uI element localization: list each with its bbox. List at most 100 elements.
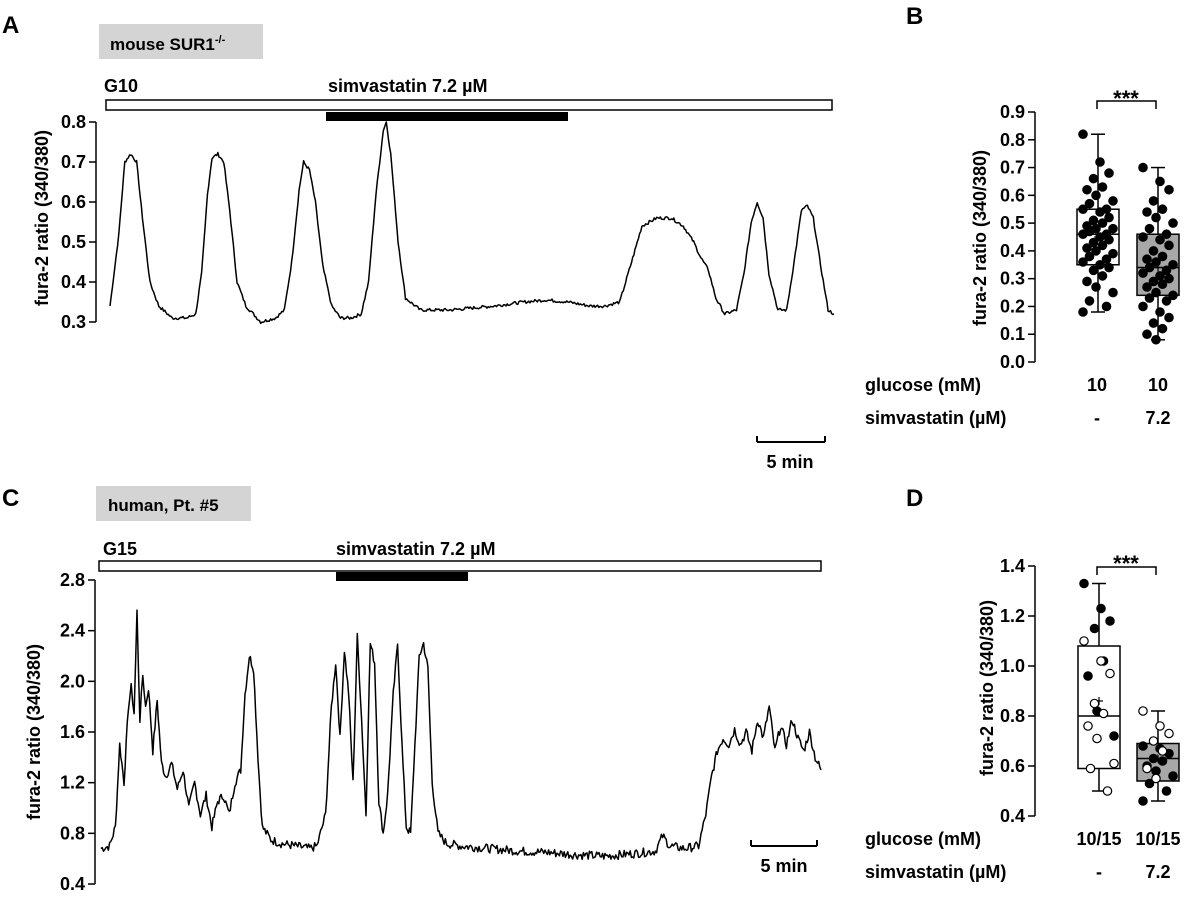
data-point xyxy=(1148,196,1159,206)
data-point xyxy=(1157,204,1168,215)
data-point xyxy=(1148,276,1159,287)
panel-a-ylabel: fura-2 ratio (340/380) xyxy=(32,130,52,306)
data-point xyxy=(1082,276,1092,287)
data-point xyxy=(1144,262,1155,273)
panel-c-ylabel: fura-2 ratio (340/380) xyxy=(24,644,44,820)
panel-c-trace xyxy=(100,609,822,861)
panel-a-drug-label: simvastatin 7.2 µM xyxy=(328,76,487,96)
y-tick-label: 0.7 xyxy=(1000,158,1025,178)
data-point xyxy=(1088,265,1099,276)
data-point xyxy=(1138,741,1148,751)
data-point xyxy=(1095,207,1105,217)
y-tick-label: 0.6 xyxy=(1000,185,1025,205)
data-point xyxy=(1138,301,1148,312)
y-tick-label: 0.8 xyxy=(1000,706,1025,726)
panel-b: B 0.0 0.1 0.2 0.3 0.4 0.5 0.6 0.7 0.8 0.9 fura-2 … xyxy=(865,3,1180,428)
data-point-open xyxy=(1151,773,1161,784)
panel-c-y-ticks: 0.4 0.8 1.2 1.6 2.0 2.4 2.8 xyxy=(60,570,95,894)
y-tick-label: 0.3 xyxy=(1000,269,1025,289)
data-point xyxy=(1082,243,1092,253)
data-point xyxy=(1108,223,1118,234)
data-point xyxy=(1084,296,1095,306)
data-point xyxy=(1109,731,1119,741)
data-point xyxy=(1148,246,1159,256)
panel-b-row1-label: glucose (mM) xyxy=(865,375,981,395)
y-tick-label: 1.0 xyxy=(1000,656,1025,676)
data-point xyxy=(1157,756,1168,766)
data-point xyxy=(1155,307,1165,317)
data-point xyxy=(1148,318,1159,328)
data-point-open xyxy=(1083,721,1093,731)
data-point xyxy=(1142,329,1152,340)
data-point xyxy=(1138,232,1148,242)
data-point xyxy=(1161,229,1172,240)
data-point xyxy=(1164,240,1174,251)
panel-d: D 0.4 0.6 0.8 1.0 1.2 1.4 fura-2 ratio (340/3… xyxy=(865,485,1181,882)
data-point xyxy=(1164,184,1174,195)
data-point xyxy=(1151,334,1161,345)
panel-b-group2-glucose: 10 xyxy=(1148,375,1168,395)
panel-c-badge: human, Pt. #5 xyxy=(108,496,219,515)
data-point xyxy=(1097,271,1108,281)
data-point xyxy=(1138,162,1148,173)
data-point xyxy=(1104,168,1114,178)
data-point xyxy=(1104,234,1114,245)
data-point xyxy=(1157,323,1168,334)
y-tick-label: 0.4 xyxy=(1000,806,1025,826)
y-tick-label: 0.6 xyxy=(61,192,86,212)
panel-d-group2-simvastatin: 7.2 xyxy=(1145,862,1170,882)
panel-b-boxes xyxy=(1076,129,1180,345)
panel-d-significance-bracket xyxy=(1096,566,1157,575)
data-point xyxy=(1142,254,1152,265)
y-tick-label: 0.3 xyxy=(61,312,86,332)
data-point xyxy=(1095,232,1105,242)
data-point-open xyxy=(1157,746,1168,756)
panel-b-y-ticks: 0.0 0.1 0.2 0.3 0.4 0.5 0.6 0.7 0.8 0.9 xyxy=(1000,102,1035,372)
panel-a-baseline-bar xyxy=(105,99,833,111)
panel-a-y-ticks: 0.3 0.4 0.5 0.6 0.7 0.8 xyxy=(61,112,96,332)
data-point-open xyxy=(1148,736,1159,746)
data-point xyxy=(1084,251,1095,262)
data-point xyxy=(1089,623,1100,634)
data-point xyxy=(1078,129,1088,140)
y-tick-label: 0.5 xyxy=(61,232,86,252)
data-point xyxy=(1091,190,1101,201)
data-point xyxy=(1104,262,1114,273)
y-tick-label: 0.6 xyxy=(1000,756,1025,776)
data-point xyxy=(1082,184,1092,195)
data-point xyxy=(1168,771,1178,781)
panel-a: A mouse SUR1-/- G10 simvastatin 7.2 µM 0… xyxy=(2,12,835,472)
data-point xyxy=(1097,182,1108,192)
panel-d-ylabel: fura-2 ratio (340/380) xyxy=(977,600,997,776)
y-tick-label: 2.8 xyxy=(60,570,85,590)
data-point xyxy=(1144,293,1155,303)
data-point xyxy=(1101,301,1112,312)
panel-c-badge-bg xyxy=(96,486,251,521)
data-point xyxy=(1151,257,1161,267)
data-point xyxy=(1104,212,1114,223)
data-point-open xyxy=(1105,668,1115,679)
data-point xyxy=(1155,234,1165,245)
y-tick-label: 0.1 xyxy=(1000,324,1025,344)
data-point-open xyxy=(1138,706,1148,716)
data-point xyxy=(1088,215,1099,226)
panel-a-trace xyxy=(109,121,835,325)
panel-b-group2-simvastatin: 7.2 xyxy=(1145,408,1170,428)
y-tick-label: 0.7 xyxy=(61,152,86,172)
data-point xyxy=(1138,796,1148,806)
data-point xyxy=(1108,196,1118,206)
data-point-open xyxy=(1102,786,1113,796)
data-point xyxy=(1164,312,1174,323)
panel-a-badge-bg xyxy=(99,24,263,59)
panel-d-significance: *** xyxy=(1113,551,1139,576)
panel-b-group1-simvastatin: - xyxy=(1094,408,1100,428)
panel-d-group1-glucose: 10/15 xyxy=(1076,829,1121,849)
y-tick-label: 0.5 xyxy=(1000,213,1025,233)
data-point-open xyxy=(1085,763,1096,774)
panel-a-label: A xyxy=(2,12,19,39)
panel-b-label: B xyxy=(906,3,923,30)
panel-c: C human, Pt. #5 G15 simvastatin 7.2 µM 0… xyxy=(2,485,822,894)
data-point xyxy=(1168,218,1178,228)
data-point xyxy=(1144,223,1155,234)
data-point xyxy=(1091,282,1101,292)
